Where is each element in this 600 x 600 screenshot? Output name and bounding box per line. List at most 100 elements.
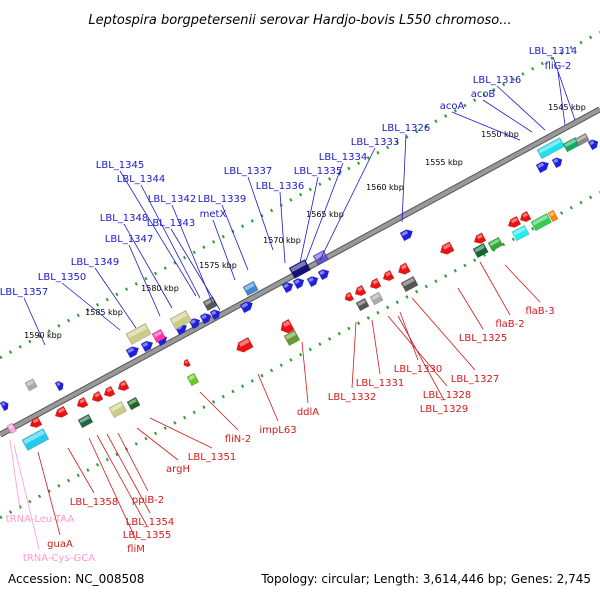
reverse-gene-11[interactable] [234, 337, 254, 354]
gene-block-gray-5[interactable] [355, 297, 370, 312]
label-trna-cys-gca[interactable]: tRNA-Cys-GCA [23, 553, 95, 564]
label-lbl-1336[interactable]: LBL_1336 [256, 181, 304, 192]
label-lbl-1355[interactable]: LBL_1355 [123, 530, 171, 541]
reverse-gene-18[interactable] [28, 416, 43, 430]
gene-block-olive-2[interactable] [169, 310, 192, 330]
label-lbl-1330[interactable]: LBL_1330 [394, 364, 442, 375]
label-lbl-1339[interactable]: LBL_1339 [198, 194, 246, 205]
forward-gene-6[interactable] [292, 276, 306, 290]
forward-gene-2[interactable] [551, 156, 564, 169]
label-lbl-1328[interactable]: LBL_1328 [423, 390, 471, 401]
gene-block-cyan-2[interactable] [511, 224, 530, 242]
forward-gene-18[interactable] [0, 400, 10, 412]
label-lbl-1358[interactable]: LBL_1358 [70, 497, 118, 508]
label-lbl-1342[interactable]: LBL_1342 [148, 194, 196, 205]
forward-gene-1[interactable] [535, 159, 551, 174]
gene-block-gray-1[interactable] [574, 132, 590, 147]
label-argh[interactable]: argH [166, 464, 190, 475]
gene-block-gray-3[interactable] [24, 378, 38, 392]
reverse-gene-13[interactable] [116, 379, 130, 393]
label-ppib-2[interactable]: ppiB-2 [132, 495, 164, 506]
trna-block-1[interactable] [6, 422, 17, 435]
gene-block-gray-4[interactable] [400, 275, 419, 293]
label-lbl-1333[interactable]: LBL_1333 [351, 137, 399, 148]
reverse-gene-8[interactable] [353, 284, 367, 298]
reverse-gene-7[interactable] [368, 277, 382, 291]
reverse-gene-12[interactable] [182, 358, 191, 368]
label-flab-2[interactable]: flaB-2 [495, 319, 524, 330]
label-lbl-1325[interactable]: LBL_1325 [459, 333, 507, 344]
label-acob[interactable]: acoB [471, 89, 496, 100]
label-impl63[interactable]: impL63 [259, 425, 296, 436]
label-lbl-1326[interactable]: LBL_1326 [382, 123, 430, 134]
label-lbl-1334[interactable]: LBL_1334 [319, 152, 367, 163]
forward-gene-17[interactable] [54, 380, 65, 392]
label-flab-3[interactable]: flaB-3 [525, 306, 554, 317]
gene-block-green-4[interactable] [283, 329, 301, 347]
reverse-gene-10[interactable] [278, 318, 295, 335]
gene-block-cyan-3[interactable] [21, 428, 50, 451]
forward-gene-5[interactable] [281, 280, 295, 294]
gene-block-green-1[interactable] [562, 136, 580, 153]
forward-gene-15[interactable] [140, 339, 155, 353]
forward-gene-3[interactable] [587, 138, 600, 151]
reverse-gene-17[interactable] [53, 405, 69, 420]
label-lbl-1347[interactable]: LBL_1347 [105, 234, 153, 245]
label-flin-2[interactable]: fliN-2 [225, 434, 252, 445]
gene-block-orange-1[interactable] [547, 209, 559, 223]
reverse-gene-4[interactable] [438, 241, 455, 257]
label-lbl-1345[interactable]: LBL_1345 [96, 160, 144, 171]
label-lbl-1348[interactable]: LBL_1348 [100, 213, 148, 224]
forward-gene-12[interactable] [199, 311, 213, 325]
label-lbl-1331[interactable]: LBL_1331 [356, 378, 404, 389]
reverse-gene-1[interactable] [506, 215, 522, 230]
gene-block-cyan-1[interactable] [536, 137, 565, 160]
gene-block-darkgreen-3[interactable] [126, 396, 141, 411]
label-lbl-1329[interactable]: LBL_1329 [420, 404, 468, 415]
forward-gene-8[interactable] [317, 267, 331, 281]
label-lbl-1343[interactable]: LBL_1343 [147, 218, 195, 229]
gene-block-lime-1[interactable] [186, 372, 200, 387]
label-lbl-1332[interactable]: LBL_1332 [328, 392, 376, 403]
label-lbl-1357[interactable]: LBL_1357 [0, 287, 48, 298]
label-lbl-1335[interactable]: LBL_1335 [294, 166, 342, 177]
gene-block-olive-3[interactable] [108, 400, 127, 419]
gene-block-violet-1[interactable] [312, 249, 329, 266]
reverse-gene-14[interactable] [102, 385, 116, 399]
reverse-gene-9[interactable] [343, 291, 355, 303]
label-lbl-1337[interactable]: LBL_1337 [224, 166, 272, 177]
gene-block-green-3[interactable] [487, 236, 504, 252]
label-flig-2[interactable]: fliG-2 [545, 61, 572, 72]
label-lbl-1349[interactable]: LBL_1349 [71, 257, 119, 268]
label-lbl-1354[interactable]: LBL_1354 [126, 517, 174, 528]
reverse-gene-15[interactable] [90, 390, 104, 404]
gene-block-pink-1[interactable] [151, 328, 166, 344]
forward-gene-7[interactable] [306, 274, 320, 288]
forward-gene-9[interactable] [239, 299, 255, 314]
gene-block-olive-1[interactable] [125, 323, 152, 345]
label-ddla[interactable]: ddlA [297, 407, 319, 418]
label-lbl-1351[interactable]: LBL_1351 [188, 452, 236, 463]
forward-gene-14[interactable] [125, 344, 141, 359]
label-metx[interactable]: metX [200, 209, 227, 220]
gene-block-darkgreen-1[interactable] [472, 242, 489, 259]
label-trna-leu-taa[interactable]: tRNA-Leu-TAA [6, 514, 75, 525]
gene-block-gray-6[interactable] [369, 291, 384, 306]
forward-gene-13[interactable] [209, 308, 222, 321]
label-lbl-1350[interactable]: LBL_1350 [38, 272, 86, 283]
forward-gene-11[interactable] [188, 316, 202, 330]
label-guaa[interactable]: guaA [47, 539, 73, 550]
reverse-gene-6[interactable] [381, 269, 395, 283]
gene-block-blue-1[interactable] [242, 280, 259, 297]
reverse-gene-2[interactable] [518, 210, 532, 224]
forward-gene-4[interactable] [399, 227, 415, 242]
label-lbl-1316[interactable]: LBL_1316 [473, 75, 521, 86]
label-lbl-1327[interactable]: LBL_1327 [451, 374, 499, 385]
gene-block-green-2[interactable] [530, 213, 552, 232]
reverse-gene-3[interactable] [472, 232, 487, 246]
label-lbl-1314[interactable]: LBL_1314 [529, 46, 577, 57]
reverse-gene-5[interactable] [396, 262, 411, 277]
gene-block-navy-1[interactable] [288, 259, 311, 279]
label-acoa[interactable]: acoA [440, 101, 465, 112]
gene-block-gray-2[interactable] [202, 296, 218, 312]
